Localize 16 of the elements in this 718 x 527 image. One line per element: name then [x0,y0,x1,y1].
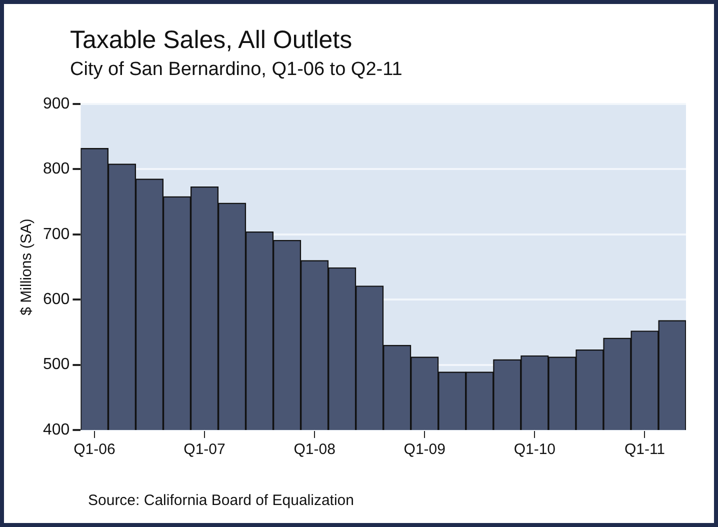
x-tick-label: Q1-07 [184,441,226,458]
x-tick-label: Q1-09 [404,441,446,458]
x-tick-label: Q1-11 [624,441,666,458]
chart-title: Taxable Sales, All Outlets [70,26,352,55]
y-tick-label: 400 [42,421,70,438]
source-note: Source: California Board of Equalization [88,492,354,509]
y-tick-label: 600 [42,291,70,308]
y-tick-label: 500 [42,356,70,374]
x-tick-label: Q1-06 [74,441,116,458]
x-tick-label: Q1-08 [294,441,336,458]
y-axis-title: $ Millions (SA) [18,218,36,316]
x-tick-label: Q1-10 [514,441,556,458]
y-tick-label: 900 [42,95,70,112]
chart-subtitle: City of San Bernardino, Q1-06 to Q2-11 [70,59,402,81]
y-tick-label: 700 [42,226,70,243]
y-tick-label: 800 [42,160,70,178]
